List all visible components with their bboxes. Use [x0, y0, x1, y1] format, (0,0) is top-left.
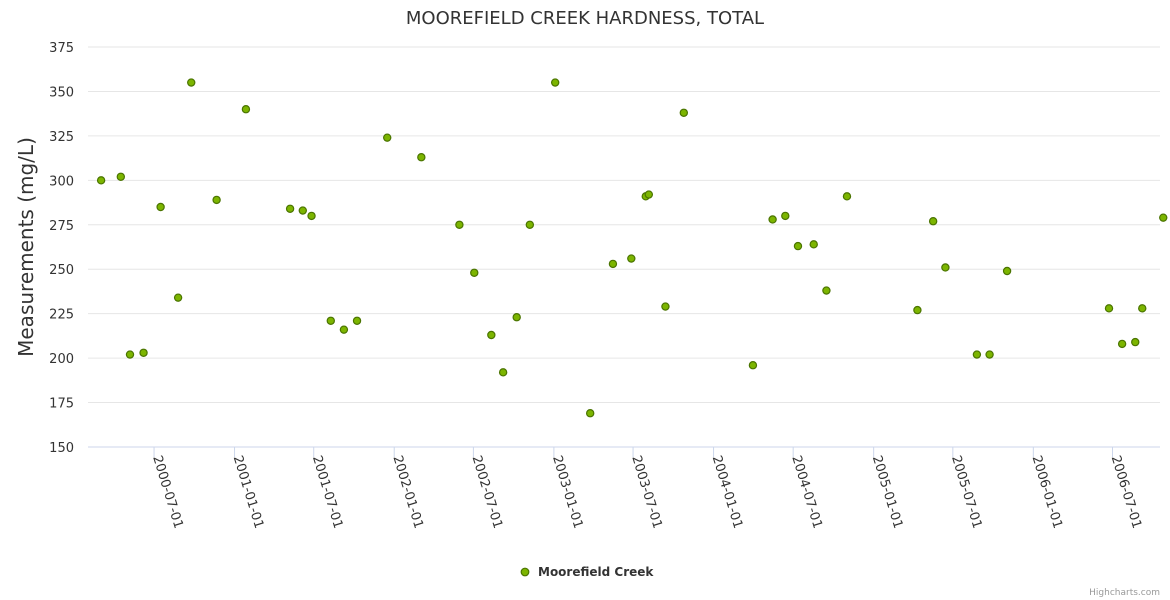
x-tick-label: 2004-01-01	[709, 454, 745, 531]
x-axis-ticks: 2000-07-01 2001-01-01 2001-07-01 2002-01-01…	[149, 447, 1144, 530]
data-point[interactable]	[307, 211, 316, 221]
data-point[interactable]	[1159, 213, 1168, 222]
y-tick-label: 325	[49, 130, 74, 145]
legend[interactable]: Moorefield Creek	[520, 565, 654, 579]
data-point[interactable]	[842, 192, 852, 201]
data-point[interactable]	[187, 78, 196, 87]
data-point[interactable]	[768, 215, 777, 224]
x-tick-label: 2001-01-01	[230, 454, 266, 531]
data-point[interactable]	[156, 202, 165, 212]
data-point[interactable]	[116, 172, 126, 181]
grid-lines	[88, 46, 1160, 404]
data-point[interactable]	[1117, 339, 1127, 349]
data-point[interactable]	[339, 325, 349, 334]
data-point[interactable]	[941, 263, 950, 272]
y-tick-label: 200	[49, 352, 74, 367]
data-point[interactable]	[661, 302, 670, 311]
data-point[interactable]	[525, 220, 535, 229]
x-tick-label: 2004-07-01	[788, 454, 824, 531]
y-tick-label: 300	[49, 174, 74, 189]
y-tick-label: 225	[49, 308, 74, 323]
x-tick-label: 2005-07-01	[948, 454, 984, 531]
data-point[interactable]	[985, 350, 994, 359]
y-tick-label: 250	[49, 263, 74, 278]
y-axis-ticks: 150 175 200 225 250 275 300 325 350 375	[49, 41, 74, 456]
x-tick-label: 2002-07-01	[469, 454, 505, 531]
data-point[interactable]	[352, 316, 362, 325]
credits-link[interactable]: Highcharts.com	[1089, 588, 1160, 598]
y-tick-label: 275	[49, 219, 74, 234]
data-point[interactable]	[1002, 266, 1012, 276]
x-tick-label: 2003-01-01	[549, 454, 585, 531]
data-point[interactable]	[383, 133, 392, 142]
data-point[interactable]	[822, 286, 831, 295]
x-tick-label: 2003-07-01	[628, 454, 664, 531]
x-tick-label: 2002-01-01	[389, 454, 425, 531]
data-point[interactable]	[1131, 337, 1140, 347]
data-point[interactable]	[809, 240, 818, 249]
data-point[interactable]	[455, 220, 464, 229]
data-point[interactable]	[498, 368, 508, 377]
data-point[interactable]	[627, 254, 636, 263]
data-point[interactable]	[487, 330, 496, 340]
data-point[interactable]	[550, 78, 560, 87]
x-tick-label: 2006-07-01	[1108, 454, 1144, 531]
y-tick-label: 350	[49, 85, 74, 100]
legend-label[interactable]: Moorefield Creek	[538, 565, 654, 579]
data-point[interactable]	[748, 361, 758, 370]
data-point[interactable]	[241, 105, 251, 114]
legend-marker	[520, 567, 530, 577]
data-point[interactable]	[585, 409, 595, 418]
data-point[interactable]	[417, 153, 426, 162]
data-point[interactable]	[608, 259, 618, 269]
data-point[interactable]	[212, 195, 221, 205]
data-point[interactable]	[781, 211, 790, 221]
data-point[interactable]	[96, 176, 106, 185]
y-tick-label: 150	[49, 441, 74, 456]
x-tick-label: 2000-07-01	[149, 454, 185, 531]
data-point[interactable]	[644, 190, 654, 199]
data-point[interactable]	[793, 241, 803, 251]
data-point[interactable]	[1104, 304, 1114, 313]
data-point[interactable]	[928, 217, 938, 226]
data-point[interactable]	[913, 305, 922, 315]
data-point[interactable]	[512, 313, 521, 322]
data-point[interactable]	[298, 206, 307, 215]
x-tick-label: 2001-07-01	[309, 454, 345, 531]
y-tick-label: 375	[49, 41, 74, 56]
chart-title: MOOREFIELD CREEK HARDNESS, TOTAL	[406, 8, 764, 29]
data-point[interactable]	[125, 350, 135, 359]
data-point[interactable]	[326, 316, 335, 325]
data-point[interactable]	[972, 350, 982, 359]
data-point[interactable]	[679, 108, 689, 117]
scatter-points	[96, 78, 1168, 418]
data-point[interactable]	[470, 268, 479, 277]
data-point[interactable]	[139, 348, 148, 357]
y-axis-label: Measurements (mg/L)	[14, 137, 38, 357]
data-point[interactable]	[1138, 304, 1147, 313]
data-point[interactable]	[285, 204, 295, 213]
x-tick-label: 2005-01-01	[869, 454, 905, 531]
data-point[interactable]	[173, 293, 183, 302]
x-tick-label: 2006-01-01	[1029, 454, 1065, 531]
y-tick-label: 175	[49, 397, 74, 412]
